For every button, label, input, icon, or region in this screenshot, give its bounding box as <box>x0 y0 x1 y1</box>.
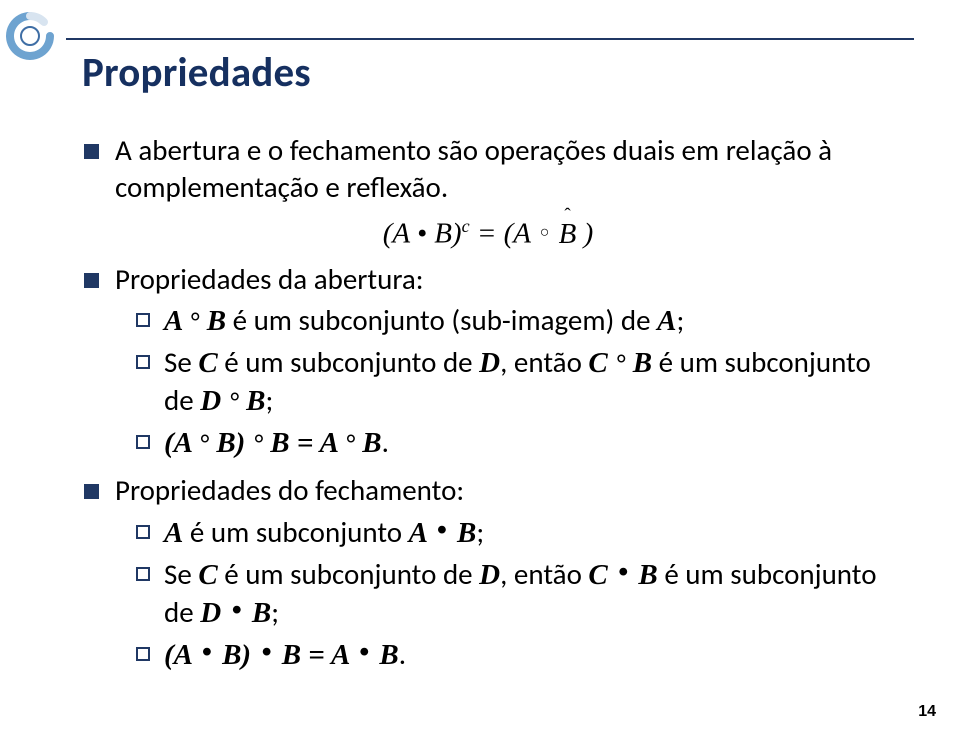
bullet-text: (A ° B) ° B = A ° B. <box>164 424 389 462</box>
bullet-text: Propriedades do fechamento: <box>115 472 464 509</box>
bullet-box-icon <box>136 647 150 661</box>
bullet-text: A ° B é um subconjunto (sub-imagem) de A… <box>164 302 684 340</box>
bullet-box-icon <box>136 435 150 449</box>
bullet-box-icon <box>136 567 150 581</box>
bullet-square-icon <box>84 144 99 159</box>
bullet-box-icon <box>136 313 150 327</box>
bullet-text: A abertura e o fechamento são operações … <box>115 132 892 206</box>
bullet-lvl2: Se C é um subconjunto de D, então C • B … <box>136 556 892 632</box>
bullet-lvl1: Propriedades do fechamento: <box>84 472 892 509</box>
logo-icon <box>6 12 54 60</box>
formula: (A • B)c = (A ○ ˆB ) <box>84 216 892 251</box>
bullet-text: (A • B) • B = A • B. <box>164 636 406 674</box>
slide: Propriedades A abertura e o fechamento s… <box>0 0 960 737</box>
bullet-text: A é um subconjunto A • B; <box>164 514 484 552</box>
bullet-lvl2: A ° B é um subconjunto (sub-imagem) de A… <box>136 302 892 340</box>
bullet-lvl1: Propriedades da abertura: <box>84 261 892 298</box>
bullet-lvl1: A abertura e o fechamento são operações … <box>84 132 892 206</box>
bullet-text: Se C é um subconjunto de D, então C • B … <box>164 556 892 632</box>
bullet-square-icon <box>84 273 99 288</box>
slide-title: Propriedades <box>82 48 311 98</box>
title-rule <box>66 38 914 40</box>
page-number: 14 <box>918 703 936 721</box>
bullet-lvl2: Se C é um subconjunto de D, então C ° B … <box>136 344 892 420</box>
bullet-box-icon <box>136 525 150 539</box>
bullet-lvl2: A é um subconjunto A • B; <box>136 514 892 552</box>
bullet-lvl2: (A ° B) ° B = A ° B. <box>136 424 892 462</box>
bullet-lvl2: (A • B) • B = A • B. <box>136 636 892 674</box>
bullet-square-icon <box>84 484 99 499</box>
slide-content: A abertura e o fechamento são operações … <box>84 122 892 678</box>
bullet-box-icon <box>136 355 150 369</box>
bullet-text: Se C é um subconjunto de D, então C ° B … <box>164 344 892 420</box>
bullet-text: Propriedades da abertura: <box>115 261 424 298</box>
